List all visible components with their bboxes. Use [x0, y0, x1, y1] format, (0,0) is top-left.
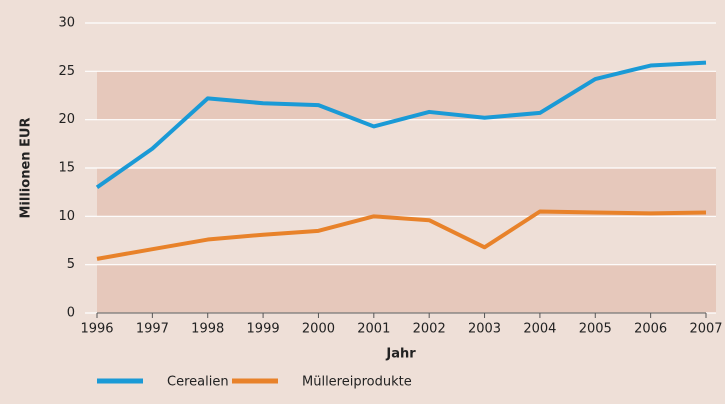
x-tick-label: 2004: [523, 322, 556, 337]
y-tick-label: 30: [58, 16, 75, 31]
series-line: [96, 209, 707, 261]
x-tick-label: 2001: [357, 322, 390, 337]
y-tick-label: 0: [67, 306, 75, 321]
series-line: [95, 60, 707, 189]
x-tick-label: 1999: [247, 322, 280, 337]
x-axis-label: Jahr: [385, 347, 416, 362]
x-tick-label: 2007: [689, 322, 722, 337]
x-tick-label: 1996: [80, 322, 113, 337]
y-tick-label: 25: [58, 64, 75, 79]
x-tick-label: 2000: [302, 322, 335, 337]
band: [97, 264, 716, 313]
y-tick-label: 20: [58, 112, 75, 127]
x-tick-label: 2002: [413, 322, 446, 337]
x-tick-label: 1997: [136, 322, 169, 337]
y-tick-label: 10: [58, 209, 75, 224]
y-axis-label: Millionen EUR: [19, 118, 34, 219]
legend-label: Cerealien: [167, 375, 229, 390]
x-tick-label: 2005: [579, 322, 612, 337]
y-tick-label: 15: [58, 161, 75, 176]
band: [97, 168, 716, 217]
legend-label: Müllereiprodukte: [302, 375, 412, 390]
y-tick-label: 5: [67, 257, 75, 272]
x-tick-label: 2006: [634, 322, 667, 337]
band: [97, 71, 716, 120]
x-tick-label: 1998: [191, 322, 224, 337]
x-tick-label: 2003: [468, 322, 501, 337]
